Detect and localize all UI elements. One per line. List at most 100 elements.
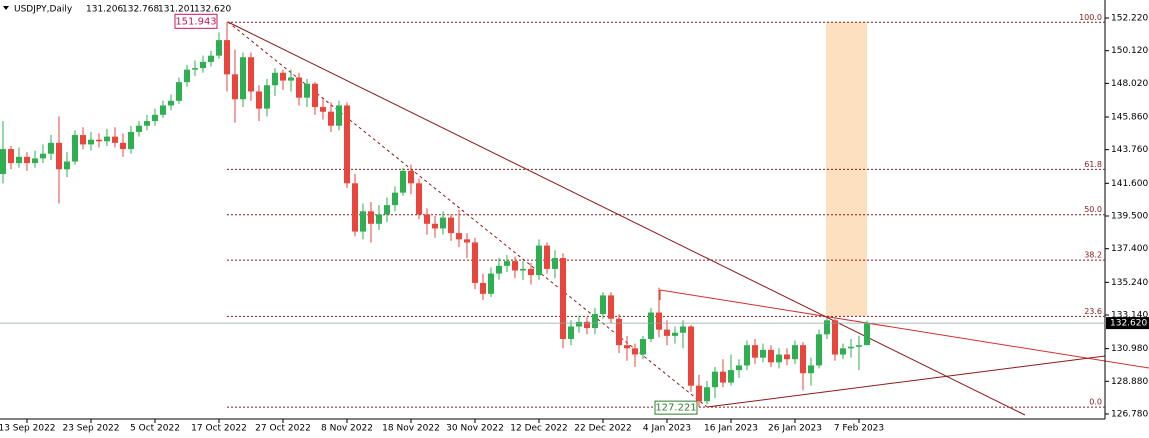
candle-body	[64, 161, 70, 170]
candle-body	[328, 111, 334, 126]
current-price-label: 132.620	[1110, 319, 1147, 329]
candle-body	[48, 142, 54, 154]
candle-body	[384, 205, 390, 215]
x-tick-label: 5 Oct 2022	[130, 424, 180, 434]
y-tick-label: 126.780	[1111, 410, 1148, 420]
candle-body	[216, 40, 222, 56]
low-tag-box	[654, 400, 698, 415]
x-tick-label: 16 Jan 2023	[704, 424, 758, 434]
candle-body	[0, 149, 6, 174]
y-tick-label: 128.880	[1111, 377, 1148, 387]
candle-body	[712, 371, 718, 388]
y-tick-label: 139.500	[1111, 212, 1148, 222]
candle-body	[528, 268, 534, 276]
x-tick-label: 7 Feb 2023	[834, 424, 884, 434]
x-tick-label: 27 Oct 2022	[255, 424, 311, 434]
fib-label: 23.6	[1084, 307, 1102, 316]
candle-body	[544, 245, 550, 269]
candle-body	[144, 121, 150, 126]
candle-body	[816, 334, 822, 366]
y-tick-label: 145.860	[1111, 113, 1148, 123]
candle-body	[624, 345, 630, 349]
candle-body	[744, 345, 750, 366]
candle-body	[512, 261, 518, 271]
fib-label: 38.2	[1084, 251, 1102, 260]
y-tick-label: 143.760	[1111, 145, 1148, 155]
fib-label: 100.0	[1079, 13, 1102, 22]
candle-body	[672, 332, 678, 336]
candle-body	[864, 323, 870, 346]
y-tick-label: 150.120	[1111, 46, 1148, 56]
candle-body	[688, 326, 694, 386]
candle-body	[32, 158, 38, 164]
candle-body	[608, 295, 614, 319]
candle-body	[448, 217, 454, 234]
candle-body	[768, 349, 774, 363]
candle-body	[40, 153, 46, 159]
candle-body	[192, 68, 198, 70]
candle-body	[56, 142, 62, 170]
candle-body	[112, 136, 118, 143]
candle-body	[256, 91, 262, 109]
candle-body	[368, 211, 374, 224]
candle-body	[120, 142, 126, 150]
candle-body	[88, 139, 94, 145]
candle-body	[600, 295, 606, 315]
candle-body	[856, 345, 862, 347]
candle-body	[664, 329, 670, 336]
candle-body	[568, 326, 574, 339]
candle-body	[136, 125, 142, 132]
candle-body	[720, 371, 726, 383]
y-tick-label: 130.980	[1111, 344, 1148, 354]
candle-body	[560, 258, 566, 339]
low-tag-label: 127.221	[655, 403, 696, 414]
candle-body	[152, 114, 158, 122]
candle-body	[440, 217, 446, 229]
candle-body	[800, 345, 806, 374]
x-tick-label: 23 Sep 2022	[62, 424, 119, 434]
y-tick-label: 141.600	[1111, 179, 1148, 189]
candle-body	[464, 239, 470, 243]
quote-high: 132.768	[122, 5, 159, 15]
candle-body	[416, 183, 422, 215]
candle-body	[520, 268, 526, 271]
candle-body	[784, 354, 790, 360]
candle-body	[456, 233, 462, 240]
candle-body	[24, 156, 30, 164]
trend-line	[227, 21, 1026, 416]
x-tick-label: 26 Jan 2023	[768, 424, 822, 434]
y-tick-label: 135.240	[1111, 278, 1148, 288]
candle-body	[584, 321, 590, 329]
candle-body	[472, 242, 478, 283]
fib-label: 0.0	[1089, 398, 1102, 407]
candle-body	[696, 385, 702, 402]
candle-body	[656, 312, 662, 330]
candle-body	[8, 149, 14, 164]
candle-body	[264, 85, 270, 109]
candle-body	[296, 77, 302, 98]
quote-close: 132.620	[194, 5, 231, 15]
candle-body	[352, 183, 358, 232]
x-tick-label: 17 Oct 2022	[191, 424, 247, 434]
candle-body	[824, 320, 830, 335]
candle-body	[176, 82, 182, 101]
x-tick-label: 13 Sep 2022	[0, 424, 56, 434]
x-tick-label: 22 Dec 2022	[574, 424, 632, 434]
candle-body	[760, 349, 766, 358]
candle-body	[400, 170, 406, 193]
candle-body	[616, 318, 622, 346]
candle-body	[680, 326, 686, 333]
candle-body	[248, 57, 254, 92]
menu-arrow	[3, 6, 9, 10]
x-tick-label: 30 Nov 2022	[446, 424, 504, 434]
candle-body	[128, 131, 134, 150]
chart-title: USDJPY,Daily	[14, 5, 73, 15]
candle-body	[336, 105, 342, 126]
trend-line	[706, 355, 1106, 408]
candle-body	[832, 320, 838, 355]
candle-body	[72, 135, 78, 162]
candle-body	[184, 69, 190, 83]
candle-body	[504, 261, 510, 266]
candle-body	[408, 170, 414, 184]
